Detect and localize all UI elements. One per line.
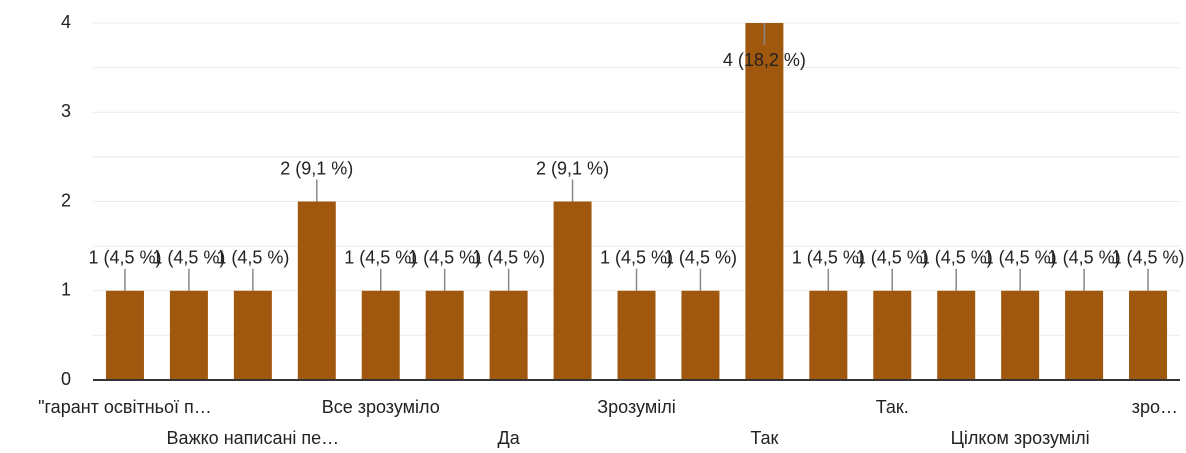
bar bbox=[617, 290, 656, 380]
data-label: 4 (18,2 %) bbox=[723, 50, 806, 70]
data-label: 1 (4,5 %) bbox=[856, 248, 929, 268]
y-tick-label: 3 bbox=[61, 101, 71, 121]
y-tick-label: 0 bbox=[61, 369, 71, 389]
data-label: 1 (4,5 %) bbox=[344, 248, 417, 268]
data-label: 1 (4,5 %) bbox=[408, 248, 481, 268]
data-label: 1 (4,5 %) bbox=[216, 248, 289, 268]
bar bbox=[809, 290, 848, 380]
data-label: 1 (4,5 %) bbox=[664, 248, 737, 268]
data-label: 1 (4,5 %) bbox=[152, 248, 225, 268]
x-tick-label: "гарант освітньої п… bbox=[38, 397, 212, 417]
x-tick-label: Зрозумілі bbox=[597, 397, 675, 417]
data-label: 1 (4,5 %) bbox=[792, 248, 865, 268]
data-label: 2 (9,1 %) bbox=[280, 158, 353, 178]
data-label: 1 (4,5 %) bbox=[472, 248, 545, 268]
bar bbox=[297, 201, 336, 380]
data-label: 1 (4,5 %) bbox=[984, 248, 1057, 268]
y-tick-label: 1 bbox=[61, 280, 71, 300]
x-tick-label: Важко написані пе… bbox=[167, 428, 340, 448]
bar bbox=[1065, 290, 1104, 380]
x-tick-label: Да bbox=[498, 428, 521, 448]
bar bbox=[361, 290, 400, 380]
bar bbox=[1001, 290, 1040, 380]
x-tick-label: Цілком зрозумілі bbox=[951, 428, 1090, 448]
bar bbox=[1129, 290, 1168, 380]
x-tick-label: зро… bbox=[1132, 397, 1178, 417]
bar bbox=[937, 290, 976, 380]
bar bbox=[873, 290, 912, 380]
bar bbox=[681, 290, 720, 380]
data-label: 1 (4,5 %) bbox=[920, 248, 993, 268]
y-tick-label: 2 bbox=[61, 190, 71, 210]
bar bbox=[425, 290, 464, 380]
bar bbox=[169, 290, 208, 380]
data-label: 1 (4,5 %) bbox=[600, 248, 673, 268]
bar bbox=[745, 23, 784, 380]
bar bbox=[105, 290, 144, 380]
data-label: 1 (4,5 %) bbox=[1048, 248, 1121, 268]
data-label: 1 (4,5 %) bbox=[1112, 248, 1185, 268]
x-tick-label: Все зрозуміло bbox=[322, 397, 440, 417]
bar bbox=[553, 201, 592, 380]
x-tick-label: Так bbox=[750, 428, 778, 448]
bar bbox=[233, 290, 272, 380]
x-tick-label: Так. bbox=[876, 397, 909, 417]
bar bbox=[489, 290, 528, 380]
data-label: 2 (9,1 %) bbox=[536, 158, 609, 178]
y-tick-label: 4 bbox=[61, 12, 71, 32]
data-label: 1 (4,5 %) bbox=[88, 248, 161, 268]
